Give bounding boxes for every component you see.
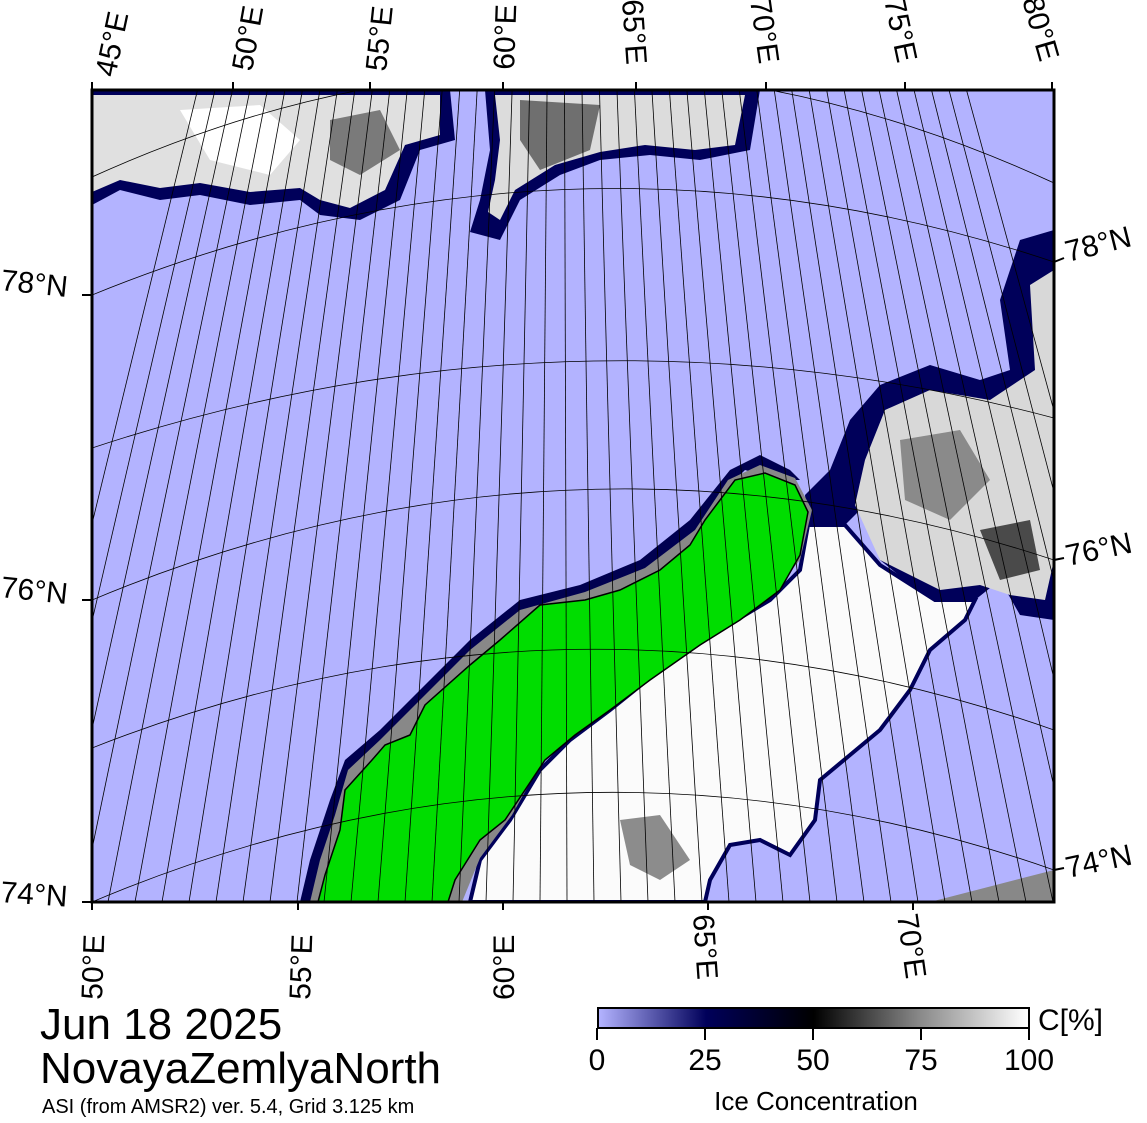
meridian-line — [843, 90, 1000, 902]
map-region-name: NovayaZemlyaNorth — [40, 1044, 442, 1093]
frame-ticks — [82, 82, 1065, 910]
colorbar-tick-label: 0 — [588, 1044, 606, 1077]
map-date: Jun 18 2025 — [40, 1000, 283, 1049]
bottom-lon-label: 55°E — [284, 934, 319, 1001]
latitude-parallels — [92, 90, 1054, 902]
meridian-line — [686, 90, 757, 902]
ice-patch — [620, 815, 690, 880]
meridian-line — [634, 90, 676, 902]
meridian-line — [599, 90, 622, 902]
meridian-line — [581, 90, 595, 902]
meridian-line — [808, 90, 946, 902]
bottom-lon-label: 60°E — [488, 935, 521, 1000]
map-frame — [90, 88, 1056, 904]
meridian-line — [861, 90, 1027, 902]
left-lat-label: 78°N — [0, 264, 69, 304]
meridian-line — [948, 90, 1054, 494]
meridian-line — [966, 90, 1054, 413]
colorbar-label: Ice Concentration — [714, 1086, 918, 1116]
meridian-line — [539, 90, 548, 902]
meridian-line — [738, 90, 838, 902]
left-lat-label: 74°N — [0, 876, 69, 914]
top-lon-label: 55°E — [360, 4, 400, 72]
meridian-line — [512, 90, 530, 902]
map-subtitle: ASI (from AMSR2) ver. 5.4, Grid 3.125 km — [42, 1096, 415, 1118]
meridian-line — [651, 90, 703, 902]
meridian-line — [721, 90, 811, 902]
meridian-line — [242, 90, 356, 902]
meridian-line — [431, 90, 478, 902]
meridian-line — [616, 90, 649, 902]
meridian-line — [773, 90, 892, 902]
land-novaya-zemlya — [317, 472, 809, 902]
meridian-line — [703, 90, 784, 902]
bottom-lon-label: 50°E — [76, 934, 111, 1001]
meridian-line — [188, 90, 321, 902]
top-lon-label: 65°E — [615, 0, 652, 66]
meridian-line — [269, 90, 373, 902]
meridian-line — [323, 90, 408, 902]
colorbar-tick-label: 100 — [1003, 1044, 1055, 1077]
meridian-line — [404, 90, 461, 902]
meridian-line — [92, 90, 251, 852]
graticule — [92, 90, 1054, 902]
ice-patch — [330, 110, 400, 175]
meridian-line — [296, 90, 391, 902]
top-lon-label: 60°E — [488, 4, 523, 71]
meridian-line — [161, 90, 303, 902]
meridian-line — [92, 90, 216, 624]
colorbar-tick-label: 75 — [904, 1044, 938, 1077]
colorbar-unit: C[%] — [1038, 1004, 1104, 1037]
colorbar-tick-label: 50 — [796, 1044, 830, 1077]
land-mainland-corner — [930, 870, 1054, 902]
meridian-line — [458, 90, 496, 902]
ice-patch — [980, 520, 1040, 580]
meridian-line — [564, 90, 568, 902]
left-lat-label: 76°N — [0, 571, 69, 611]
ice-patch — [520, 100, 600, 170]
meridian-line — [485, 90, 513, 902]
meridian-line — [107, 90, 268, 902]
meridian-line — [826, 90, 973, 902]
meridian-line — [668, 90, 730, 902]
meridian-line — [878, 90, 1054, 902]
meridian-line — [931, 90, 1054, 583]
bottom-lon-label: 65°E — [686, 913, 723, 981]
meridian-line — [134, 90, 286, 902]
meridian-line — [92, 90, 233, 731]
meridian-line — [791, 90, 919, 902]
meridian-line — [756, 90, 865, 902]
colorbar-tick-label: 25 — [688, 1044, 722, 1077]
ice-patch — [180, 105, 300, 175]
meridian-line — [350, 90, 426, 902]
meridian-line — [215, 90, 338, 902]
meridian-line — [377, 90, 443, 902]
ice-patch — [900, 430, 990, 520]
meridian-line — [913, 90, 1054, 681]
meridian-line — [92, 90, 198, 526]
map-area — [92, 90, 1054, 902]
